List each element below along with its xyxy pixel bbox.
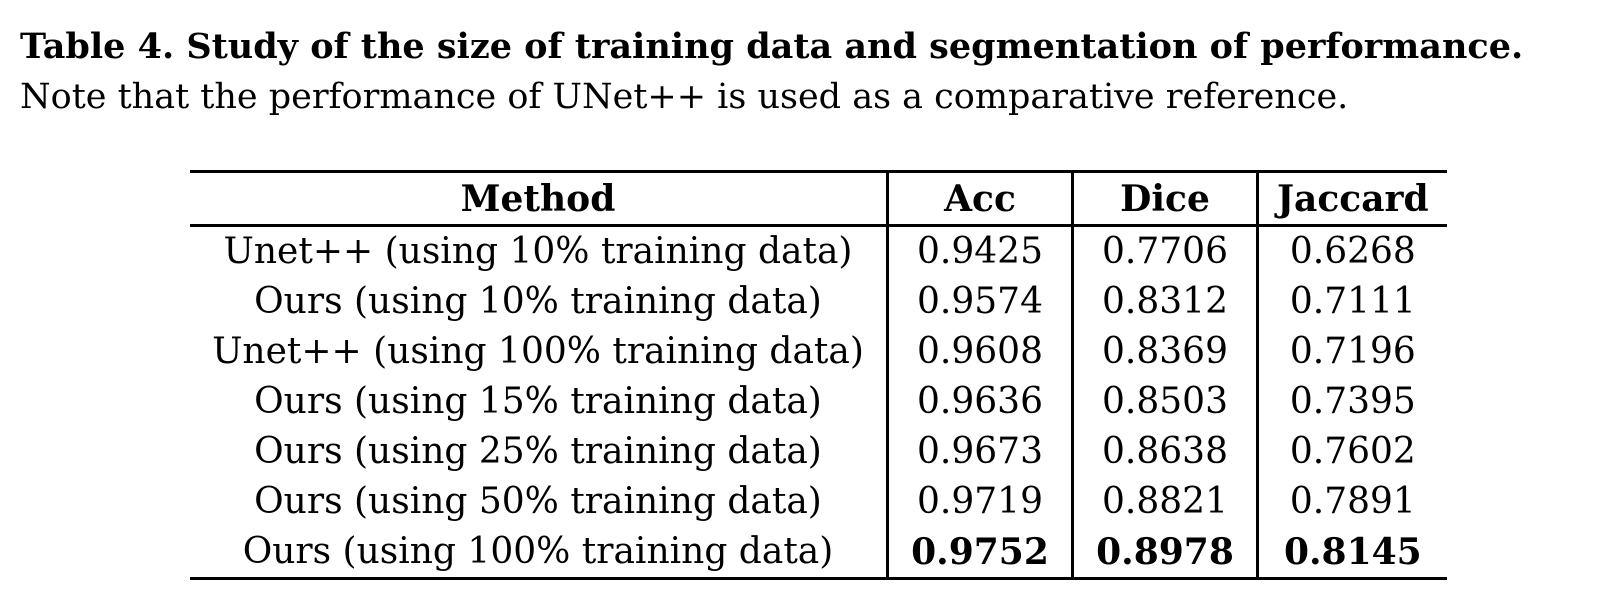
table-row: Unet++ (using 10% training data) 0.9425 … xyxy=(190,225,1447,277)
cell-method: Unet++ (using 10% training data) xyxy=(190,225,889,277)
cell-acc-best: 0.9752 xyxy=(887,527,1074,580)
cell-acc: 0.9636 xyxy=(887,377,1074,427)
cell-dice: 0.8312 xyxy=(1072,277,1259,327)
header-dice: Dice xyxy=(1072,170,1259,227)
cell-jaccard: 0.7891 xyxy=(1289,481,1416,522)
cell-dice-best: 0.8978 xyxy=(1072,527,1259,580)
header-acc: Acc xyxy=(887,170,1074,227)
results-table: Method Acc Dice Jaccard Unet++ (using 10… xyxy=(190,170,1447,580)
cell-jaccard: 0.7111 xyxy=(1289,281,1416,322)
cell-dice: 0.8503 xyxy=(1072,377,1259,427)
table-row: Ours (using 15% training data) 0.9636 0.… xyxy=(190,377,1447,427)
table-row: Ours (using 25% training data) 0.9673 0.… xyxy=(190,427,1447,477)
cell-method: Unet++ (using 100% training data) xyxy=(190,327,889,377)
cell-method: Ours (using 100% training data) xyxy=(190,527,889,580)
cell-jaccard: 0.7602 xyxy=(1289,431,1416,472)
cell-method: Ours (using 15% training data) xyxy=(190,377,889,427)
caption-note: Note that the performance of UNet++ is u… xyxy=(20,77,1349,117)
table-row: Unet++ (using 100% training data) 0.9608… xyxy=(190,327,1447,377)
cell-method: Ours (using 25% training data) xyxy=(190,427,889,477)
table-caption: Table 4. Study of the size of training d… xyxy=(20,22,1610,122)
cell-dice: 0.8638 xyxy=(1072,427,1259,477)
header-jaccard: Jaccard xyxy=(1257,170,1447,227)
cell-method: Ours (using 50% training data) xyxy=(190,477,889,527)
cell-acc: 0.9425 xyxy=(887,225,1074,277)
cell-acc: 0.9719 xyxy=(887,477,1074,527)
cell-dice: 0.8369 xyxy=(1072,327,1259,377)
cell-acc: 0.9574 xyxy=(887,277,1074,327)
table-row: Ours (using 10% training data) 0.9574 0.… xyxy=(190,277,1447,327)
table-row: Ours (using 50% training data) 0.9719 0.… xyxy=(190,477,1447,527)
cell-jaccard-best: 0.8145 xyxy=(1257,527,1447,580)
cell-dice: 0.8821 xyxy=(1072,477,1259,527)
cell-acc: 0.9608 xyxy=(887,327,1074,377)
cell-jaccard: 0.7196 xyxy=(1289,331,1416,372)
cell-dice: 0.7706 xyxy=(1072,225,1259,277)
cell-jaccard: 0.6268 xyxy=(1289,231,1416,272)
table-row-best: Ours (using 100% training data) 0.9752 0… xyxy=(190,527,1447,580)
table-header-row: Method Acc Dice Jaccard xyxy=(190,170,1447,227)
cell-method: Ours (using 10% training data) xyxy=(190,277,889,327)
cell-jaccard: 0.7395 xyxy=(1289,381,1416,422)
header-method: Method xyxy=(190,170,889,227)
cell-acc: 0.9673 xyxy=(887,427,1074,477)
caption-title: Table 4. Study of the size of training d… xyxy=(20,26,1524,67)
